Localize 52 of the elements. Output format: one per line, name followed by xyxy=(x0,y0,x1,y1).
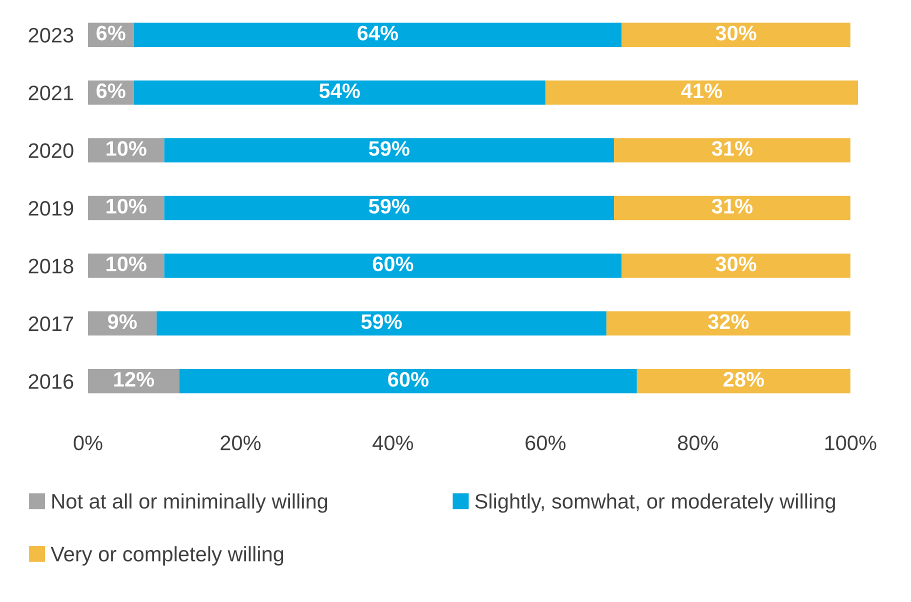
y-tick-label: 2017 xyxy=(28,316,74,332)
data-label: 28% xyxy=(724,372,764,387)
bar xyxy=(622,254,850,278)
x-tick-label: 40% xyxy=(372,436,414,450)
data-label: 30% xyxy=(716,26,756,40)
data-label: 10% xyxy=(106,256,146,272)
bar xyxy=(179,369,637,394)
data-label: 64% xyxy=(358,26,398,40)
bar xyxy=(614,138,850,162)
bar xyxy=(134,22,622,47)
data-label: 60% xyxy=(388,372,428,387)
bar xyxy=(622,22,850,47)
data-label: 10% xyxy=(106,141,146,156)
bar xyxy=(88,369,180,394)
x-tick-label: 100% xyxy=(825,436,876,450)
y-tick-label: 2018 xyxy=(28,258,74,274)
data-label: 31% xyxy=(712,198,753,214)
data-label: 59% xyxy=(368,141,410,156)
data-label: 41% xyxy=(681,83,722,98)
bar xyxy=(545,80,858,105)
data-label: 31% xyxy=(712,141,753,156)
data-label: 12% xyxy=(114,372,154,387)
bar xyxy=(164,254,622,278)
y-tick-label: 2020 xyxy=(28,143,74,158)
bar xyxy=(164,196,614,220)
data-label: 30% xyxy=(716,256,756,272)
x-tick-label: 60% xyxy=(526,436,566,450)
data-label: 32% xyxy=(708,314,749,330)
legend-label: Not at all or miniminally willing xyxy=(52,493,328,513)
bar xyxy=(164,138,614,162)
y-tick-label: 2023 xyxy=(28,28,74,43)
bar xyxy=(134,80,546,105)
y-tick-label: 2019 xyxy=(28,201,74,216)
data-label: 9% xyxy=(108,314,137,330)
data-label: 10% xyxy=(106,198,146,214)
data-label: 54% xyxy=(319,83,360,98)
y-tick-label: 2016 xyxy=(28,374,74,389)
data-label: 6% xyxy=(96,83,126,98)
data-label: 6% xyxy=(96,26,126,40)
data-label: 59% xyxy=(368,198,410,214)
data-label: 60% xyxy=(372,256,414,272)
bar xyxy=(636,369,850,394)
bar xyxy=(614,196,850,220)
legend-label: Slightly, somwhat, or moderately willing xyxy=(475,493,835,513)
x-tick-label: 20% xyxy=(220,436,261,450)
y-tick-label: 2021 xyxy=(28,86,74,100)
bar xyxy=(606,311,850,336)
bar xyxy=(156,311,606,336)
x-tick-label: 0% xyxy=(74,436,102,450)
x-tick-label: 80% xyxy=(678,436,718,450)
data-label: 59% xyxy=(361,314,402,330)
legend-label: Very or completely willing xyxy=(50,546,284,566)
